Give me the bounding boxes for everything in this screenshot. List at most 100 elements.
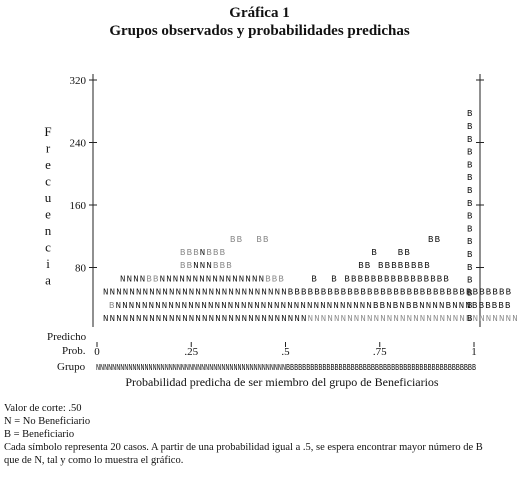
symbol-mark: N — [116, 288, 121, 298]
symbol-mark: B — [220, 261, 226, 271]
x-tick-label: .5 — [281, 346, 290, 358]
symbol-mark: B — [213, 261, 219, 271]
symbol-mark: B — [334, 288, 340, 298]
grupo-symbol-row: NNNNNNNNNNNNNNNNNNNNNNNNNNNNNNNNNNNNNNNN… — [96, 363, 476, 373]
symbol-mark: N — [446, 314, 451, 324]
symbol-mark: N — [169, 288, 174, 298]
symbol-mark: B — [374, 288, 380, 298]
symbol-mark: B — [467, 250, 473, 260]
symbol-mark: N — [242, 314, 247, 324]
symbol-mark: B — [380, 288, 386, 298]
symbol-mark: N — [140, 274, 145, 284]
symbol-mark: N — [320, 301, 325, 311]
symbol-mark: N — [166, 274, 171, 284]
symbol-mark: N — [465, 301, 470, 311]
symbol-mark: B — [377, 274, 383, 284]
symbol-mark: N — [200, 248, 205, 258]
symbol-mark: N — [182, 314, 187, 324]
symbol-mark: N — [226, 274, 231, 284]
symbol-mark: N — [380, 314, 385, 324]
symbol-mark: N — [168, 301, 173, 311]
symbol-mark: N — [261, 288, 266, 298]
symbol-mark: N — [208, 301, 213, 311]
symbol-mark: B — [153, 274, 159, 284]
y-axis-label-letter: e — [45, 207, 51, 222]
symbol-mark: N — [127, 274, 132, 284]
symbol-mark: B — [397, 274, 403, 284]
symbol-mark: N — [182, 301, 187, 311]
symbol-mark: N — [327, 301, 332, 311]
symbol-mark: N — [228, 314, 233, 324]
y-tick-label: 240 — [70, 138, 87, 150]
y-axis-label-letter: c — [45, 174, 51, 189]
symbol-mark: B — [364, 274, 370, 284]
symbol-mark: N — [103, 288, 108, 298]
symbol-mark: N — [275, 314, 280, 324]
symbol-mark: B — [473, 288, 479, 298]
symbol-mark: N — [241, 301, 246, 311]
symbol-mark: N — [160, 274, 165, 284]
symbol-mark: N — [155, 301, 160, 311]
symbol-mark: B — [479, 288, 485, 298]
symbol-mark: N — [162, 288, 167, 298]
symbol-mark: B — [311, 274, 317, 284]
symbol-mark: B — [498, 301, 504, 311]
symbol-mark: B — [467, 186, 473, 196]
symbol-mark: B — [499, 288, 505, 298]
symbol-mark: N — [506, 314, 511, 324]
symbol-mark: B — [256, 235, 262, 245]
symbol-mark: N — [432, 301, 437, 311]
symbol-mark: B — [393, 301, 399, 311]
symbol-mark: N — [360, 301, 365, 311]
symbol-mark: B — [459, 288, 465, 298]
symbol-mark: B — [467, 263, 473, 273]
symbol-mark: N — [136, 314, 141, 324]
symbol-note-1: Cada símbolo representa 20 casos. A part… — [4, 442, 483, 453]
symbol-mark: N — [129, 288, 134, 298]
symbol-mark: N — [360, 314, 365, 324]
symbol-mark: N — [512, 314, 517, 324]
symbol-mark: N — [354, 314, 359, 324]
symbol-mark: B — [446, 301, 452, 311]
symbol-mark: N — [179, 274, 184, 284]
cut-value-note: Valor de corte: .50 — [4, 403, 82, 414]
x-tick-label: .25 — [184, 346, 198, 358]
symbol-mark: N — [420, 314, 425, 324]
symbol-mark: N — [314, 301, 319, 311]
symbol-mark: B — [505, 301, 511, 311]
predicho-label: Predicho — [47, 331, 87, 343]
symbol-mark: N — [222, 288, 227, 298]
symbol-mark: B — [486, 288, 492, 298]
symbol-mark: B — [263, 235, 269, 245]
symbol-mark: N — [294, 314, 299, 324]
symbol-mark: B — [418, 261, 424, 271]
chart-subtitle: Grupos observados y probabilidades predi… — [109, 23, 410, 39]
symbol-mark: N — [222, 314, 227, 324]
symbol-mark: N — [248, 314, 253, 324]
symbol-mark: N — [149, 301, 154, 311]
symbol-mark: N — [407, 314, 412, 324]
symbol-mark: B — [384, 274, 390, 284]
symbol-mark: N — [486, 314, 491, 324]
symbol-mark: N — [149, 288, 154, 298]
symbol-mark: B — [467, 199, 473, 209]
symbol-mark: N — [206, 274, 211, 284]
symbol-mark: N — [162, 314, 167, 324]
symbol-mark: N — [201, 301, 206, 311]
symbol-mark: N — [287, 301, 292, 311]
symbol-mark: N — [175, 301, 180, 311]
symbol-mark: N — [195, 301, 200, 311]
symbol-mark: N — [215, 314, 220, 324]
symbol-mark: B — [410, 274, 416, 284]
symbol-mark: N — [195, 288, 200, 298]
symbol-mark: N — [173, 274, 178, 284]
symbol-mark: B — [467, 109, 473, 119]
symbol-mark: N — [288, 314, 293, 324]
symbol-mark: N — [122, 301, 127, 311]
symbol-mark: N — [215, 288, 220, 298]
y-axis-label-letter: c — [45, 240, 51, 255]
symbol-mark: N — [215, 301, 220, 311]
symbol-mark: N — [341, 314, 346, 324]
symbol-mark: B — [472, 301, 478, 311]
